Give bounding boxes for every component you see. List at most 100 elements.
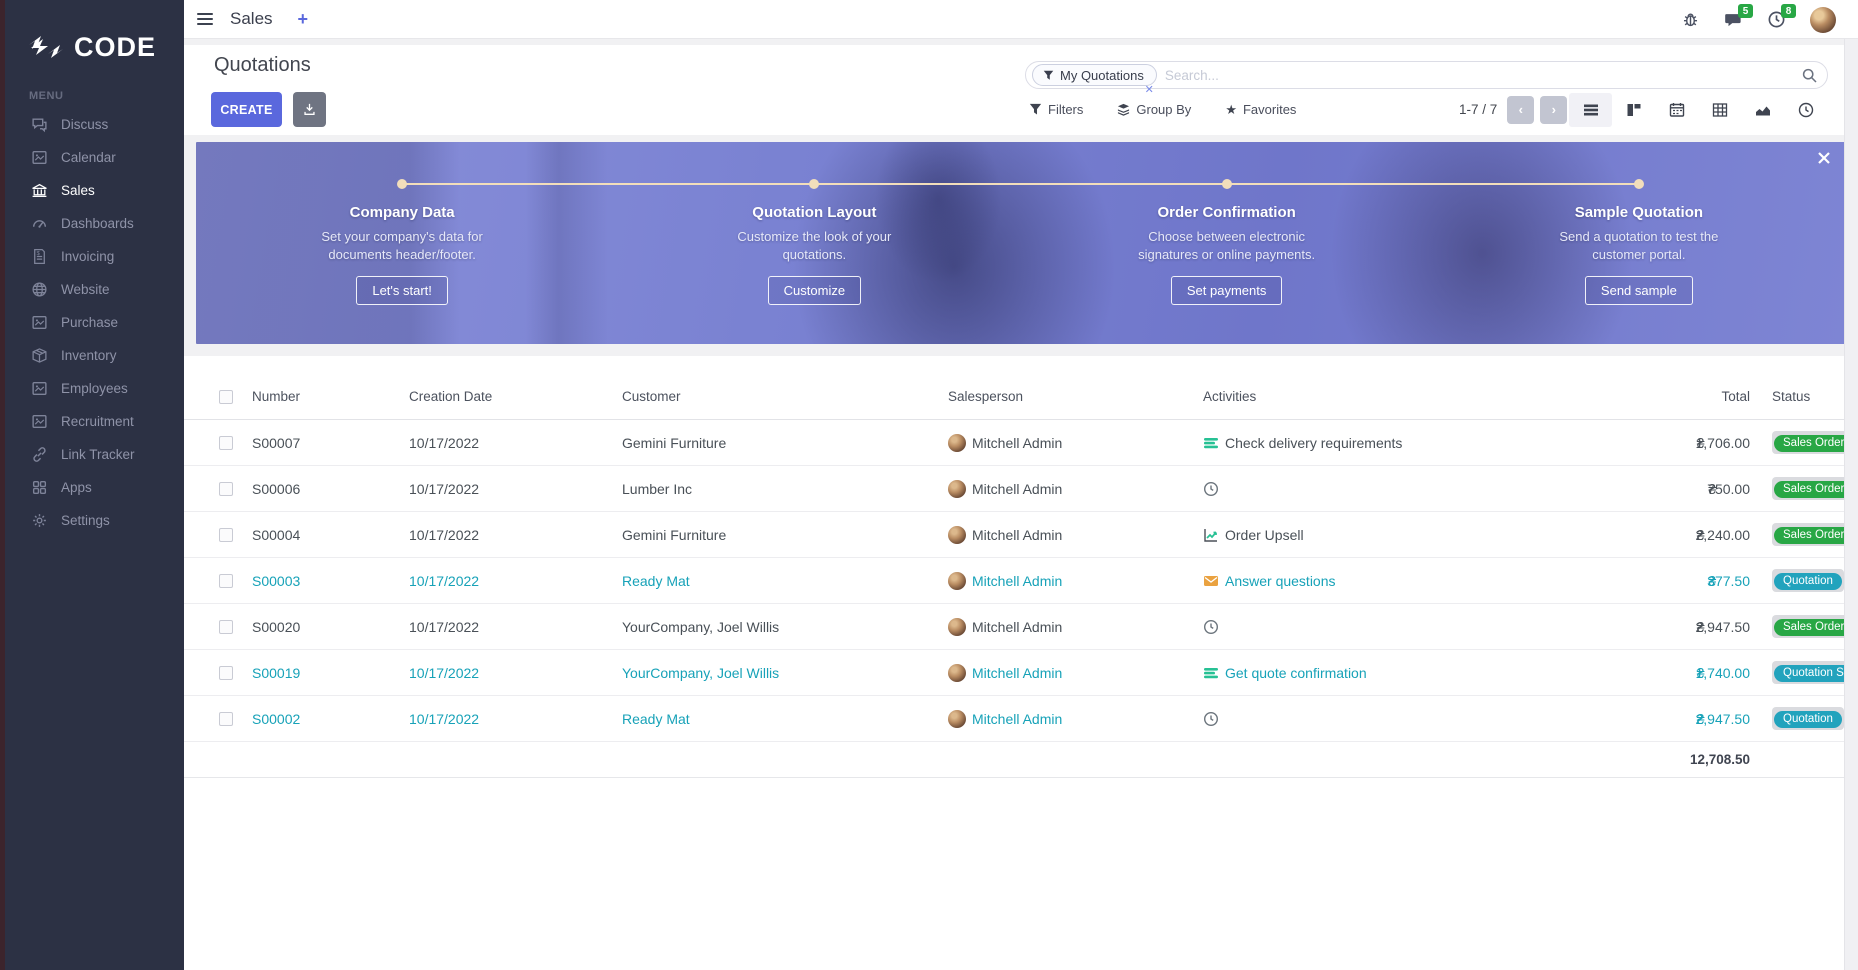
status-badge: Quotation [1774, 572, 1842, 590]
sidebar-item-link-tracker[interactable]: Link Tracker [5, 438, 184, 471]
column-header-creation-date[interactable]: Creation Date [409, 389, 493, 404]
activity-cell[interactable] [1203, 481, 1570, 497]
step-description: Choose between electronic signatures or … [1138, 229, 1316, 262]
column-header-salesperson[interactable]: Salesperson [948, 389, 1024, 404]
facet-remove-icon[interactable]: ✕ [1144, 84, 1154, 96]
column-header-customer[interactable]: Customer [622, 389, 681, 404]
lets-start-button[interactable]: Let's start! [356, 276, 448, 306]
row-checkbox[interactable] [219, 435, 233, 450]
table-row[interactable]: S00002 10/17/2022 Ready Mat Mitchell Adm… [184, 696, 1858, 742]
view-pivot-button[interactable] [1698, 93, 1741, 127]
search-icon[interactable] [1802, 68, 1817, 83]
user-avatar[interactable] [1810, 6, 1836, 33]
cell-customer: Lumber Inc [622, 480, 693, 497]
table-row[interactable]: S00019 10/17/2022 YourCompany, Joel Will… [184, 650, 1858, 696]
banner-close-icon[interactable] [1817, 151, 1831, 165]
sidebar-item-label: Sales [61, 183, 95, 198]
hamburger-menu-icon[interactable] [197, 13, 213, 25]
activity-label: Check delivery requirements [1225, 434, 1403, 451]
sidebar-item-employees[interactable]: Employees [5, 372, 184, 405]
cell-customer: YourCompany, Joel Willis [622, 618, 780, 635]
debug-bug-icon[interactable] [1681, 10, 1700, 29]
view-graph-button[interactable] [1741, 93, 1784, 127]
pager-next-button[interactable]: › [1540, 95, 1568, 124]
activity-cell[interactable]: Check delivery requirements [1203, 435, 1570, 451]
sidebar-item-apps[interactable]: Apps [5, 471, 184, 504]
row-checkbox[interactable] [219, 665, 233, 680]
group-by-dropdown[interactable]: Group By [1117, 102, 1191, 117]
filters-dropdown[interactable]: Filters [1029, 102, 1083, 117]
sidebar-item-invoicing[interactable]: $ Invoicing [5, 240, 184, 273]
status-badge: Quotation Sent [1774, 664, 1858, 682]
sidebar-item-inventory[interactable]: Inventory [5, 339, 184, 372]
search-facet-chip[interactable]: My Quotations ✕ [1032, 64, 1157, 96]
sidebar-item-discuss[interactable]: Discuss [5, 108, 184, 141]
cell-number: S00020 [252, 618, 301, 635]
table-row[interactable]: S00003 10/17/2022 Ready Mat Mitchell Adm… [184, 558, 1858, 604]
status-badge: Sales Order [1774, 434, 1854, 452]
step-title: Order Confirmation [1157, 204, 1296, 221]
activity-cell[interactable] [1203, 619, 1570, 635]
sidebar-item-label: Apps [61, 480, 92, 495]
main-area: Sales + 5 8 Quotations CREATE [184, 0, 1858, 970]
activity-cell[interactable]: Get quote confirmation [1203, 665, 1570, 681]
row-checkbox[interactable] [219, 711, 233, 726]
row-checkbox[interactable] [219, 481, 233, 496]
send-sample-button[interactable]: Send sample [1584, 276, 1693, 306]
cell-total: 750.00 [1707, 480, 1750, 497]
set-payments-button[interactable]: Set payments [1170, 276, 1283, 306]
scrollbar-track[interactable] [1844, 39, 1858, 970]
export-button[interactable] [293, 92, 326, 127]
sidebar-item-calendar[interactable]: Calendar [5, 141, 184, 174]
favorites-dropdown[interactable]: ★ Favorites [1225, 102, 1296, 118]
step-title: Company Data [349, 204, 455, 221]
new-tab-button[interactable]: + [297, 8, 309, 29]
search-bar[interactable]: My Quotations ✕ [1025, 61, 1828, 96]
sidebar-item-dashboards[interactable]: Dashboards [5, 207, 184, 240]
status-badge: Quotation [1774, 710, 1842, 728]
sidebar-item-sales[interactable]: Sales [5, 174, 184, 207]
step-description: Send a quotation to test the customer po… [1559, 229, 1719, 262]
customize-button[interactable]: Customize [767, 276, 862, 306]
activity-cell[interactable]: Order Upsell [1203, 527, 1570, 543]
activity-cell[interactable]: Answer questions [1203, 573, 1570, 589]
select-all-checkbox[interactable] [219, 389, 233, 404]
speech-bubbles-icon [31, 116, 48, 133]
view-list-button[interactable] [1569, 92, 1612, 127]
pager-range: 1-7 / 7 [1459, 102, 1498, 117]
column-header-status[interactable]: Status [1772, 389, 1811, 404]
row-checkbox[interactable] [219, 619, 233, 634]
box-icon [31, 347, 48, 364]
code-logo-icon [29, 36, 63, 58]
activities-clock-icon[interactable]: 8 [1767, 4, 1796, 29]
step-title: Sample Quotation [1574, 204, 1704, 221]
messages-icon[interactable]: 5 [1724, 4, 1753, 29]
search-input[interactable] [1164, 67, 1802, 83]
sidebar-item-settings[interactable]: Settings [5, 504, 184, 537]
sidebar-item-label: Link Tracker [61, 447, 135, 462]
chain-link-icon [31, 446, 48, 463]
column-header-number[interactable]: Number [252, 389, 301, 404]
view-activity-button[interactable] [1784, 93, 1827, 127]
row-checkbox[interactable] [219, 527, 233, 542]
column-header-activities[interactable]: Activities [1203, 389, 1257, 404]
row-checkbox[interactable] [219, 573, 233, 588]
table-row[interactable]: S00006 10/17/2022 Lumber Inc Mitchell Ad… [184, 466, 1858, 512]
create-button[interactable]: CREATE [211, 92, 282, 127]
view-switcher [1569, 92, 1827, 127]
column-header-total[interactable]: Total [1721, 389, 1750, 404]
salesperson-avatar [948, 709, 966, 728]
cell-creation-date: 10/17/2022 [409, 664, 480, 681]
table-row[interactable]: S00004 10/17/2022 Gemini Furniture Mitch… [184, 512, 1858, 558]
brand-logo[interactable]: CODE [5, 0, 184, 72]
view-kanban-button[interactable] [1612, 93, 1655, 127]
activity-cell[interactable] [1203, 711, 1570, 727]
table-row[interactable]: S00020 10/17/2022 YourCompany, Joel Will… [184, 604, 1858, 650]
sidebar-item-recruitment[interactable]: Recruitment [5, 405, 184, 438]
table-row[interactable]: S00007 10/17/2022 Gemini Furniture Mitch… [184, 420, 1858, 466]
view-calendar-button[interactable] [1655, 93, 1698, 127]
pager-previous-button[interactable]: ‹ [1507, 95, 1535, 124]
topbar-app-name[interactable]: Sales [230, 9, 273, 28]
sidebar-item-purchase[interactable]: Purchase [5, 306, 184, 339]
sidebar-item-website[interactable]: Website [5, 273, 184, 306]
